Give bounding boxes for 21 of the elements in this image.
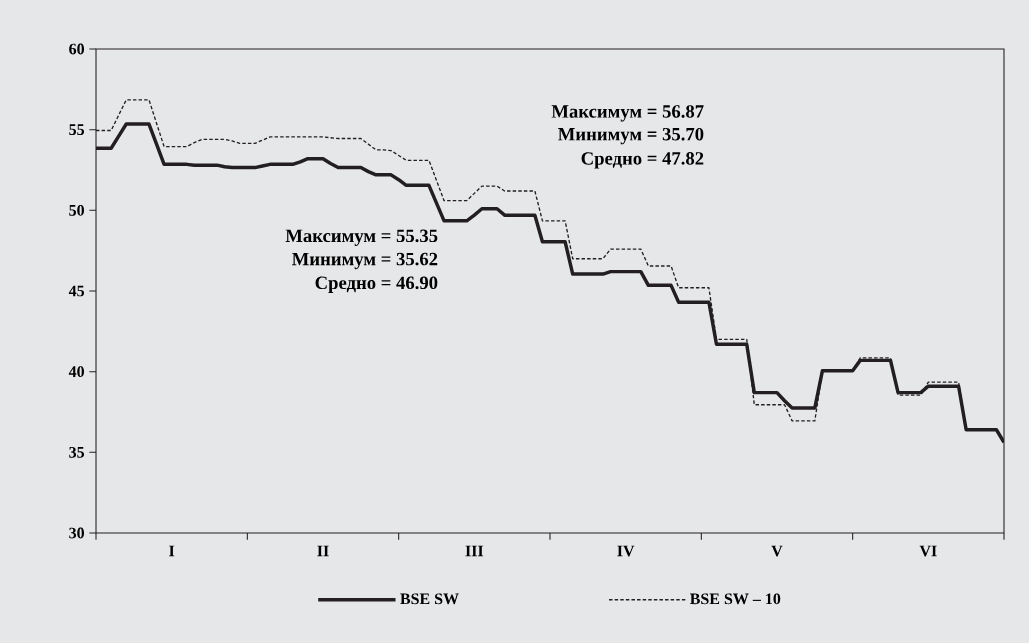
annotation: Средно = 47.82 [581,152,704,169]
annotation: Минимум = 35.62 [292,252,438,270]
annotation: Максимум = 56.87 [551,105,704,122]
y-tick-label: 55 [69,124,85,135]
y-tick-label: 30 [69,527,85,539]
y-tick-label: 50 [69,204,85,216]
annotation: Максимум = 55.35 [285,229,438,246]
x-tick-label: IV [617,545,635,557]
y-tick-label: 60 [69,43,85,55]
x-tick-label: II [317,545,329,557]
y-tick-label: 40 [68,366,85,378]
x-tick-label: VI [919,545,937,557]
y-tick-label: 35 [69,446,85,458]
annotation: Средно = 46.90 [315,276,438,293]
x-tick-label: III [465,545,484,557]
annotation: Минимум = 35.70 [558,127,704,145]
legend-label: BSE SW – 10 [690,593,781,605]
x-tick-label: V [771,545,783,557]
legend-label: BSE SW [400,593,459,605]
y-tick-label: 45 [68,285,85,297]
x-tick-label: I [169,545,175,557]
